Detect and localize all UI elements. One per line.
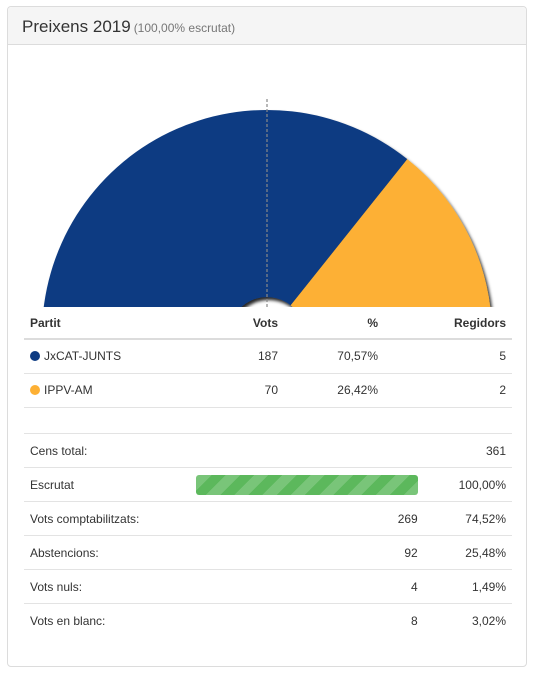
pct-cell: 70,57% — [284, 339, 384, 374]
stat-pct: 74,52% — [423, 501, 512, 536]
count-progress-bar — [195, 474, 418, 495]
page-title: Preixens 2019 — [22, 17, 131, 36]
stat-label: Escrutat — [24, 467, 190, 502]
stat-pct: 100,00% — [423, 467, 512, 502]
party-color-dot — [30, 385, 40, 395]
stat-row-null: Vots nuls: 4 1,49% — [24, 569, 512, 604]
pct-cell: 26,42% — [284, 373, 384, 408]
stat-label: Vots comptabilitzats: — [24, 501, 190, 536]
stats-table: Cens total: 361 Escrutat 100,00% Vots co… — [24, 433, 512, 638]
stat-label: Abstencions: — [24, 535, 190, 570]
results-table: Partit Vots % Regidors JxCAT-JUNTS 187 7… — [24, 307, 512, 408]
col-pct: % — [284, 307, 384, 340]
stat-pct: 1,49% — [423, 569, 512, 604]
votes-cell: 70 — [214, 373, 284, 408]
party-cell: JxCAT-JUNTS — [24, 339, 214, 374]
stat-pct: 25,48% — [423, 535, 512, 570]
hemicycle-chart — [8, 45, 526, 307]
results-header-row: Partit Vots % Regidors — [24, 307, 512, 340]
stat-row-census: Cens total: 361 — [24, 433, 512, 468]
count-status: (100,00% escrutat) — [133, 21, 236, 35]
stat-label: Vots nuls: — [24, 569, 190, 604]
stat-value: 8 — [189, 603, 424, 638]
stat-row-blank: Vots en blanc: 8 3,02% — [24, 603, 512, 638]
stat-row-counted: Escrutat 100,00% — [24, 467, 512, 502]
stat-row-abstentions: Abstencions: 92 25,48% — [24, 535, 512, 570]
stat-label: Vots en blanc: — [24, 603, 190, 638]
stat-pct: 3,02% — [423, 603, 512, 638]
hemicycle-slice-ippv-am — [290, 159, 491, 307]
party-row: JxCAT-JUNTS 187 70,57% 5 — [24, 339, 512, 374]
stat-value: 361 — [423, 433, 512, 468]
stat-value: 92 — [189, 535, 424, 570]
stat-row-valid: Vots comptabilitzats: 269 74,52% — [24, 501, 512, 536]
col-party: Partit — [24, 307, 214, 340]
col-votes: Vots — [214, 307, 284, 340]
results-panel: Preixens 2019 (100,00% escrutat) Partit V… — [7, 6, 527, 667]
stat-value: 269 — [189, 501, 424, 536]
party-color-dot — [30, 351, 40, 362]
stat-label: Cens total: — [24, 433, 190, 468]
party-row: IPPV-AM 70 26,42% 2 — [24, 373, 512, 408]
stat-value: 4 — [189, 569, 424, 604]
seats-cell: 5 — [384, 339, 512, 374]
panel-header: Preixens 2019 (100,00% escrutat) — [8, 7, 526, 45]
hemicycle-svg — [43, 99, 491, 307]
hemicycle-slice-jxcat-junts — [43, 110, 408, 307]
col-seats: Regidors — [384, 307, 512, 340]
party-name: IPPV-AM — [44, 383, 93, 397]
votes-cell: 187 — [214, 339, 284, 374]
party-name: JxCAT-JUNTS — [44, 349, 122, 364]
party-cell: IPPV-AM — [24, 373, 214, 408]
seats-cell: 2 — [384, 373, 512, 408]
